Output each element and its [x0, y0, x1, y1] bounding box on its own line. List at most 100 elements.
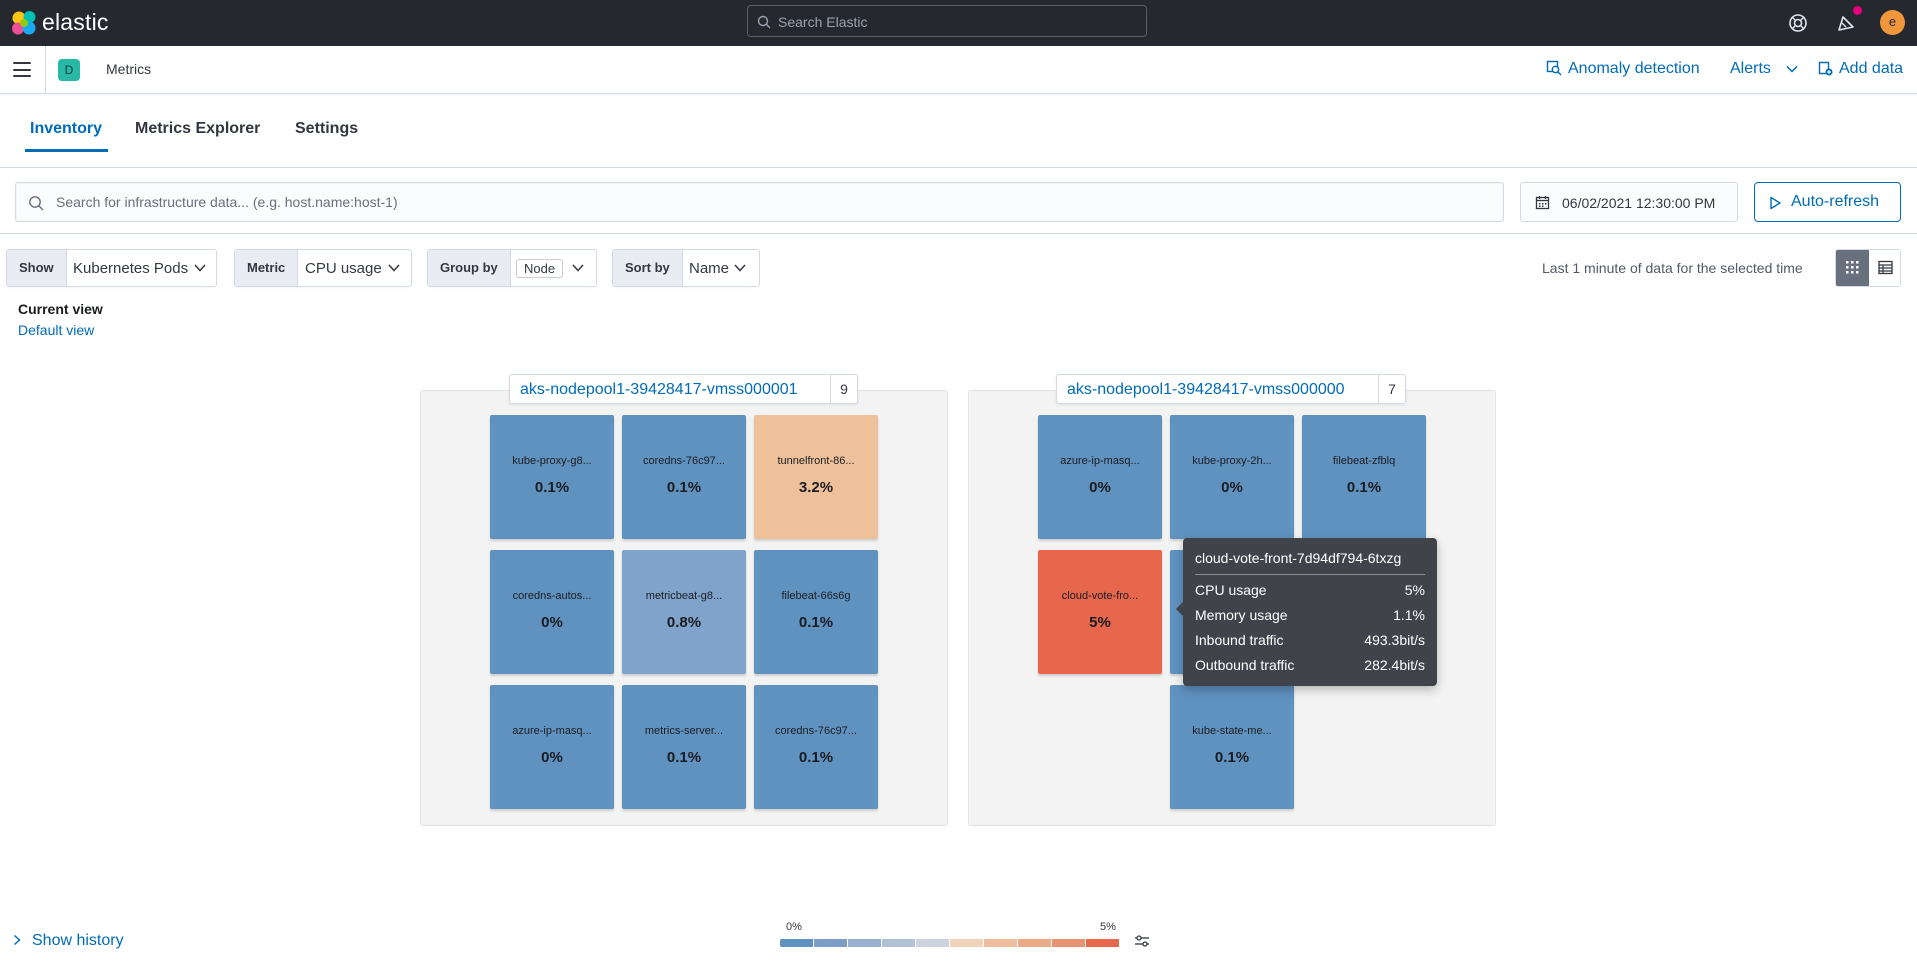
legend-swatch	[950, 939, 983, 947]
pod-tile[interactable]: kube-proxy-g8... 0.1%	[490, 415, 614, 539]
chevron-down-icon	[194, 264, 206, 272]
app-header: D Metrics Anomaly detection Alerts Add d…	[0, 46, 1917, 94]
add-data-link[interactable]: Add data	[1818, 60, 1903, 78]
chevron-down-icon	[388, 264, 400, 272]
pod-value: 0%	[1089, 479, 1111, 496]
pod-tile[interactable]: azure-ip-masq... 0%	[1038, 415, 1162, 539]
legend-swatch	[814, 939, 847, 947]
pod-tile[interactable]: coredns-autos... 0%	[490, 550, 614, 674]
pod-value: 0.1%	[1214, 749, 1250, 766]
tab-settings[interactable]: Settings	[295, 120, 359, 137]
tooltip-key: CPU usage	[1195, 582, 1267, 598]
show-history-toggle[interactable]: Show history	[12, 932, 124, 950]
global-search-input[interactable]: Search Elastic	[747, 5, 1147, 37]
legend-swatch	[1086, 939, 1119, 947]
elastic-logo[interactable]	[10, 9, 38, 37]
pod-name: tunnelfront-86...	[777, 455, 855, 467]
anomaly-icon	[1546, 60, 1562, 76]
pod-value: 0.1%	[798, 614, 834, 631]
tab-bar: Inventory Metrics Explorer Settings	[0, 94, 1917, 168]
newsfeed-icon[interactable]	[1834, 11, 1858, 35]
add-data-label: Add data	[1839, 60, 1904, 77]
pod-tile[interactable]: kube-state-me... 0.1%	[1170, 685, 1294, 809]
pod-value: 0%	[541, 614, 563, 631]
menu-icon[interactable]	[13, 62, 31, 77]
tooltip-value: 1.1%	[1393, 607, 1425, 623]
pod-value: 3.2%	[798, 479, 834, 496]
pod-tile[interactable]: kube-proxy-2h... 0%	[1170, 415, 1294, 539]
pod-value: 0.1%	[1346, 479, 1382, 496]
pod-value: 0.1%	[666, 749, 702, 766]
metric-selector[interactable]: Metric CPU usage	[234, 249, 412, 287]
metric-label: Metric	[235, 250, 299, 286]
tooltip-value: 493.3bit/s	[1364, 632, 1425, 648]
pod-name: filebeat-66s6g	[781, 590, 851, 602]
pod-tile[interactable]: coredns-76c97... 0.1%	[622, 415, 746, 539]
pod-tile[interactable]: coredns-76c97... 0.1%	[754, 685, 878, 809]
sort-by-selector[interactable]: Sort by Name	[612, 249, 760, 287]
auto-refresh-button[interactable]: Auto-refresh	[1754, 182, 1901, 222]
node-group-label[interactable]: aks-nodepool1-39428417-vmss000000 7	[1056, 374, 1406, 404]
tooltip-divider	[1195, 574, 1425, 575]
query-bar: Search for infrastructure data... (e.g. …	[0, 168, 1917, 234]
alerts-menu[interactable]: Alerts	[1730, 60, 1799, 78]
tooltip-value: 282.4bit/s	[1364, 657, 1425, 673]
pod-name: kube-proxy-2h...	[1192, 455, 1272, 467]
show-label: Show	[7, 250, 67, 286]
group-by-label: Group by	[428, 250, 511, 286]
pod-tile[interactable]: tunnelfront-86... 3.2%	[754, 415, 878, 539]
show-selector[interactable]: Show Kubernetes Pods	[6, 249, 217, 287]
current-view-title: Current view	[18, 301, 103, 317]
group-by-selector[interactable]: Group by Node	[427, 249, 597, 287]
global-header: elastic Search Elastic e	[0, 0, 1917, 46]
legend-swatch	[848, 939, 881, 947]
node-group-label[interactable]: aks-nodepool1-39428417-vmss000001 9	[509, 374, 858, 404]
pod-name: cloud-vote-fro...	[1061, 590, 1139, 602]
legend-swatch	[882, 939, 915, 947]
search-icon	[29, 196, 44, 211]
user-avatar[interactable]: e	[1880, 10, 1905, 35]
pod-value: 0.8%	[666, 614, 702, 631]
map-view-button[interactable]	[1836, 250, 1869, 286]
pod-name: coredns-76c97...	[775, 725, 857, 737]
pod-tile[interactable]: metrics-server... 0.1%	[622, 685, 746, 809]
pod-tile[interactable]: metricbeat-g8... 0.8%	[622, 550, 746, 674]
table-view-button[interactable]	[1869, 250, 1900, 286]
pod-name: metricbeat-g8...	[645, 590, 723, 602]
saved-view-link[interactable]: Default view	[18, 322, 95, 338]
chevron-down-icon	[734, 264, 746, 272]
legend-options-icon[interactable]	[1134, 934, 1150, 948]
pod-tile[interactable]: azure-ip-masq... 0%	[490, 685, 614, 809]
node-name[interactable]: aks-nodepool1-39428417-vmss000000	[1067, 381, 1345, 398]
breadcrumb[interactable]: Metrics	[106, 61, 152, 77]
legend-swatch	[780, 939, 813, 947]
tab-metrics-explorer[interactable]: Metrics Explorer	[135, 120, 261, 137]
sort-by-label: Sort by	[613, 250, 683, 286]
help-icon[interactable]	[1786, 11, 1810, 35]
notification-dot	[1853, 6, 1862, 15]
play-icon	[1770, 196, 1781, 210]
alerts-label: Alerts	[1730, 60, 1771, 77]
legend-min-label: 0%	[786, 921, 802, 933]
search-icon	[757, 15, 771, 29]
tab-inventory[interactable]: Inventory	[30, 120, 103, 137]
search-placeholder: Search Elastic	[778, 14, 868, 30]
pod-value: 0%	[1221, 479, 1243, 496]
pod-name: kube-proxy-g8...	[512, 455, 592, 467]
anomaly-detection-link[interactable]: Anomaly detection	[1546, 60, 1700, 78]
pod-name: azure-ip-masq...	[512, 725, 592, 737]
node-name[interactable]: aks-nodepool1-39428417-vmss000001	[520, 381, 798, 398]
space-avatar[interactable]: D	[58, 59, 80, 81]
active-tab-indicator	[25, 149, 108, 152]
sort-by-value: Name	[689, 260, 730, 277]
waffle-toolbar: Show Kubernetes Pods Metric CPU usage Gr…	[0, 234, 1917, 294]
chevron-down-icon	[1786, 65, 1798, 73]
grid-icon	[1846, 261, 1859, 274]
legend-swatch	[1052, 939, 1085, 947]
date-picker[interactable]: 06/02/2021 12:30:00 PM	[1520, 182, 1738, 222]
pod-tile[interactable]: cloud-vote-fro... 5%	[1038, 550, 1162, 674]
group-by-value[interactable]: Node	[516, 259, 564, 278]
infrastructure-search-input[interactable]: Search for infrastructure data... (e.g. …	[15, 182, 1504, 222]
pod-tile[interactable]: filebeat-66s6g 0.1%	[754, 550, 878, 674]
pod-tile[interactable]: filebeat-zfblq 0.1%	[1302, 415, 1426, 539]
